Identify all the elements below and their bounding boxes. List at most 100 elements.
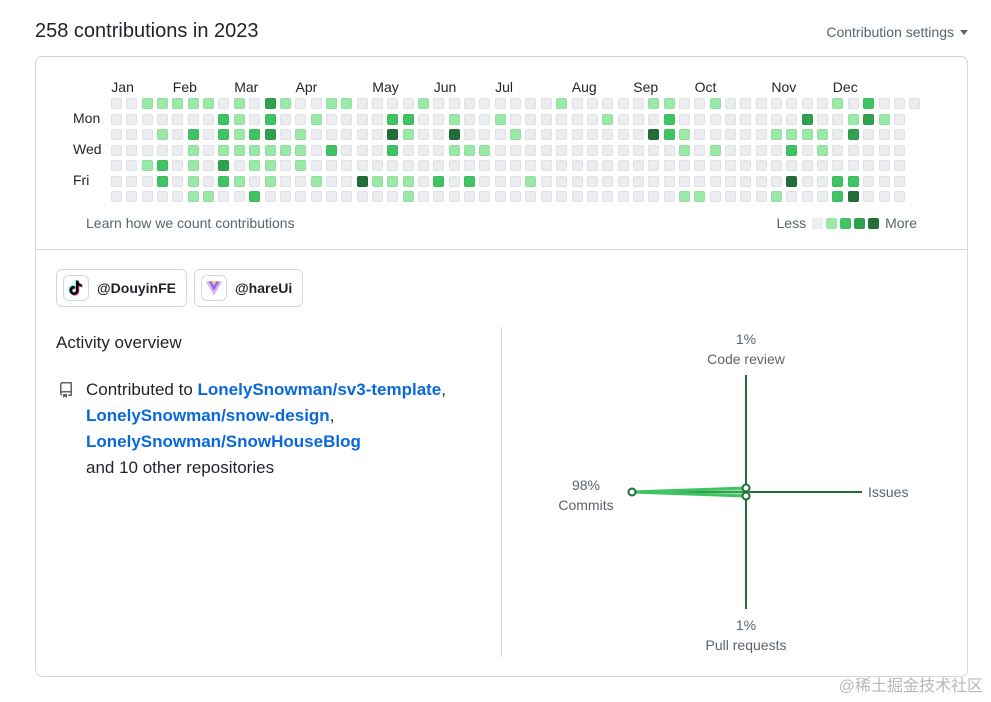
- contribution-day[interactable]: [648, 129, 660, 140]
- contribution-day[interactable]: [878, 98, 890, 109]
- contribution-day[interactable]: [556, 129, 568, 140]
- contribution-day[interactable]: [678, 113, 690, 125]
- contribution-day[interactable]: [571, 175, 583, 187]
- contribution-day[interactable]: [218, 144, 230, 156]
- contribution-day[interactable]: [402, 175, 414, 187]
- repo-link-snow-design[interactable]: LonelySnowman/snow-design: [86, 406, 330, 425]
- contribution-day[interactable]: [617, 175, 629, 187]
- contribution-day[interactable]: [510, 129, 522, 140]
- contribution-day[interactable]: [725, 129, 736, 140]
- contribution-day[interactable]: [141, 129, 153, 140]
- contribution-day[interactable]: [556, 191, 568, 202]
- contribution-day[interactable]: [325, 191, 337, 202]
- contribution-day[interactable]: [464, 129, 476, 140]
- contribution-day[interactable]: [448, 175, 460, 187]
- contribution-day[interactable]: [771, 191, 782, 202]
- contribution-day[interactable]: [648, 191, 660, 202]
- contribution-day[interactable]: [325, 144, 337, 156]
- contribution-day[interactable]: [709, 191, 721, 202]
- contribution-day[interactable]: [678, 144, 690, 156]
- contribution-day[interactable]: [709, 144, 721, 156]
- contribution-day[interactable]: [556, 113, 568, 125]
- contribution-day[interactable]: [479, 175, 491, 187]
- contribution-day[interactable]: [387, 144, 399, 156]
- contribution-day[interactable]: [356, 175, 368, 187]
- contribution-day[interactable]: [786, 191, 798, 202]
- contribution-day[interactable]: [847, 175, 859, 187]
- contribution-day[interactable]: [525, 175, 537, 187]
- contribution-day[interactable]: [479, 144, 491, 156]
- contribution-day[interactable]: [325, 129, 337, 140]
- contribution-day[interactable]: [310, 129, 322, 140]
- contribution-day[interactable]: [264, 160, 276, 171]
- contribution-day[interactable]: [801, 129, 813, 140]
- contribution-day[interactable]: [878, 160, 890, 171]
- contribution-day[interactable]: [187, 144, 199, 156]
- contribution-day[interactable]: [295, 144, 307, 156]
- contribution-day[interactable]: [586, 160, 598, 171]
- contribution-day[interactable]: [556, 98, 568, 109]
- contribution-day[interactable]: [771, 98, 782, 109]
- contribution-day[interactable]: [556, 175, 568, 187]
- contribution-day[interactable]: [433, 160, 445, 171]
- contribution-day[interactable]: [694, 144, 706, 156]
- contribution-day[interactable]: [571, 191, 583, 202]
- contribution-day[interactable]: [863, 129, 875, 140]
- contribution-day[interactable]: [648, 113, 660, 125]
- contribution-day[interactable]: [632, 175, 644, 187]
- contribution-day[interactable]: [464, 113, 476, 125]
- contribution-day[interactable]: [341, 191, 353, 202]
- contribution-day[interactable]: [602, 113, 614, 125]
- contribution-day[interactable]: [755, 175, 767, 187]
- contribution-day[interactable]: [494, 160, 506, 171]
- contribution-day[interactable]: [356, 129, 368, 140]
- contribution-day[interactable]: [494, 113, 506, 125]
- contribution-day[interactable]: [694, 160, 706, 171]
- contribution-day[interactable]: [648, 98, 660, 109]
- contribution-day[interactable]: [694, 129, 706, 140]
- contribution-day[interactable]: [740, 175, 752, 187]
- contribution-day[interactable]: [402, 129, 414, 140]
- contribution-day[interactable]: [433, 191, 445, 202]
- contribution-day[interactable]: [295, 160, 307, 171]
- contribution-day[interactable]: [602, 160, 614, 171]
- contribution-day[interactable]: [126, 144, 138, 156]
- contribution-day[interactable]: [617, 129, 629, 140]
- contribution-day[interactable]: [295, 191, 307, 202]
- contribution-day[interactable]: [771, 160, 782, 171]
- contribution-day[interactable]: [203, 129, 215, 140]
- contribution-day[interactable]: [510, 191, 522, 202]
- contribution-day[interactable]: [448, 98, 460, 109]
- contribution-day[interactable]: [187, 98, 199, 109]
- contribution-day[interactable]: [663, 113, 675, 125]
- contribution-day[interactable]: [233, 175, 245, 187]
- contribution-day[interactable]: [740, 129, 752, 140]
- contribution-day[interactable]: [494, 129, 506, 140]
- contribution-day[interactable]: [586, 144, 598, 156]
- contribution-day[interactable]: [832, 129, 844, 140]
- contribution-day[interactable]: [571, 160, 583, 171]
- contribution-day[interactable]: [540, 144, 552, 156]
- contribution-day[interactable]: [295, 129, 307, 140]
- contribution-day[interactable]: [694, 175, 706, 187]
- contribution-day[interactable]: [540, 160, 552, 171]
- contribution-day[interactable]: [709, 113, 721, 125]
- contribution-day[interactable]: [418, 160, 429, 171]
- contribution-day[interactable]: [909, 98, 921, 109]
- contribution-day[interactable]: [233, 191, 245, 202]
- contribution-day[interactable]: [157, 160, 168, 171]
- contribution-day[interactable]: [540, 129, 552, 140]
- contribution-day[interactable]: [264, 113, 276, 125]
- contribution-day[interactable]: [325, 113, 337, 125]
- contribution-day[interactable]: [709, 160, 721, 171]
- contribution-day[interactable]: [157, 113, 168, 125]
- contribution-day[interactable]: [678, 160, 690, 171]
- contribution-day[interactable]: [218, 175, 230, 187]
- contribution-day[interactable]: [325, 175, 337, 187]
- contribution-day[interactable]: [817, 191, 829, 202]
- contribution-day[interactable]: [893, 191, 905, 202]
- contribution-day[interactable]: [863, 191, 875, 202]
- contribution-day[interactable]: [571, 113, 583, 125]
- contribution-day[interactable]: [663, 160, 675, 171]
- contribution-day[interactable]: [341, 160, 353, 171]
